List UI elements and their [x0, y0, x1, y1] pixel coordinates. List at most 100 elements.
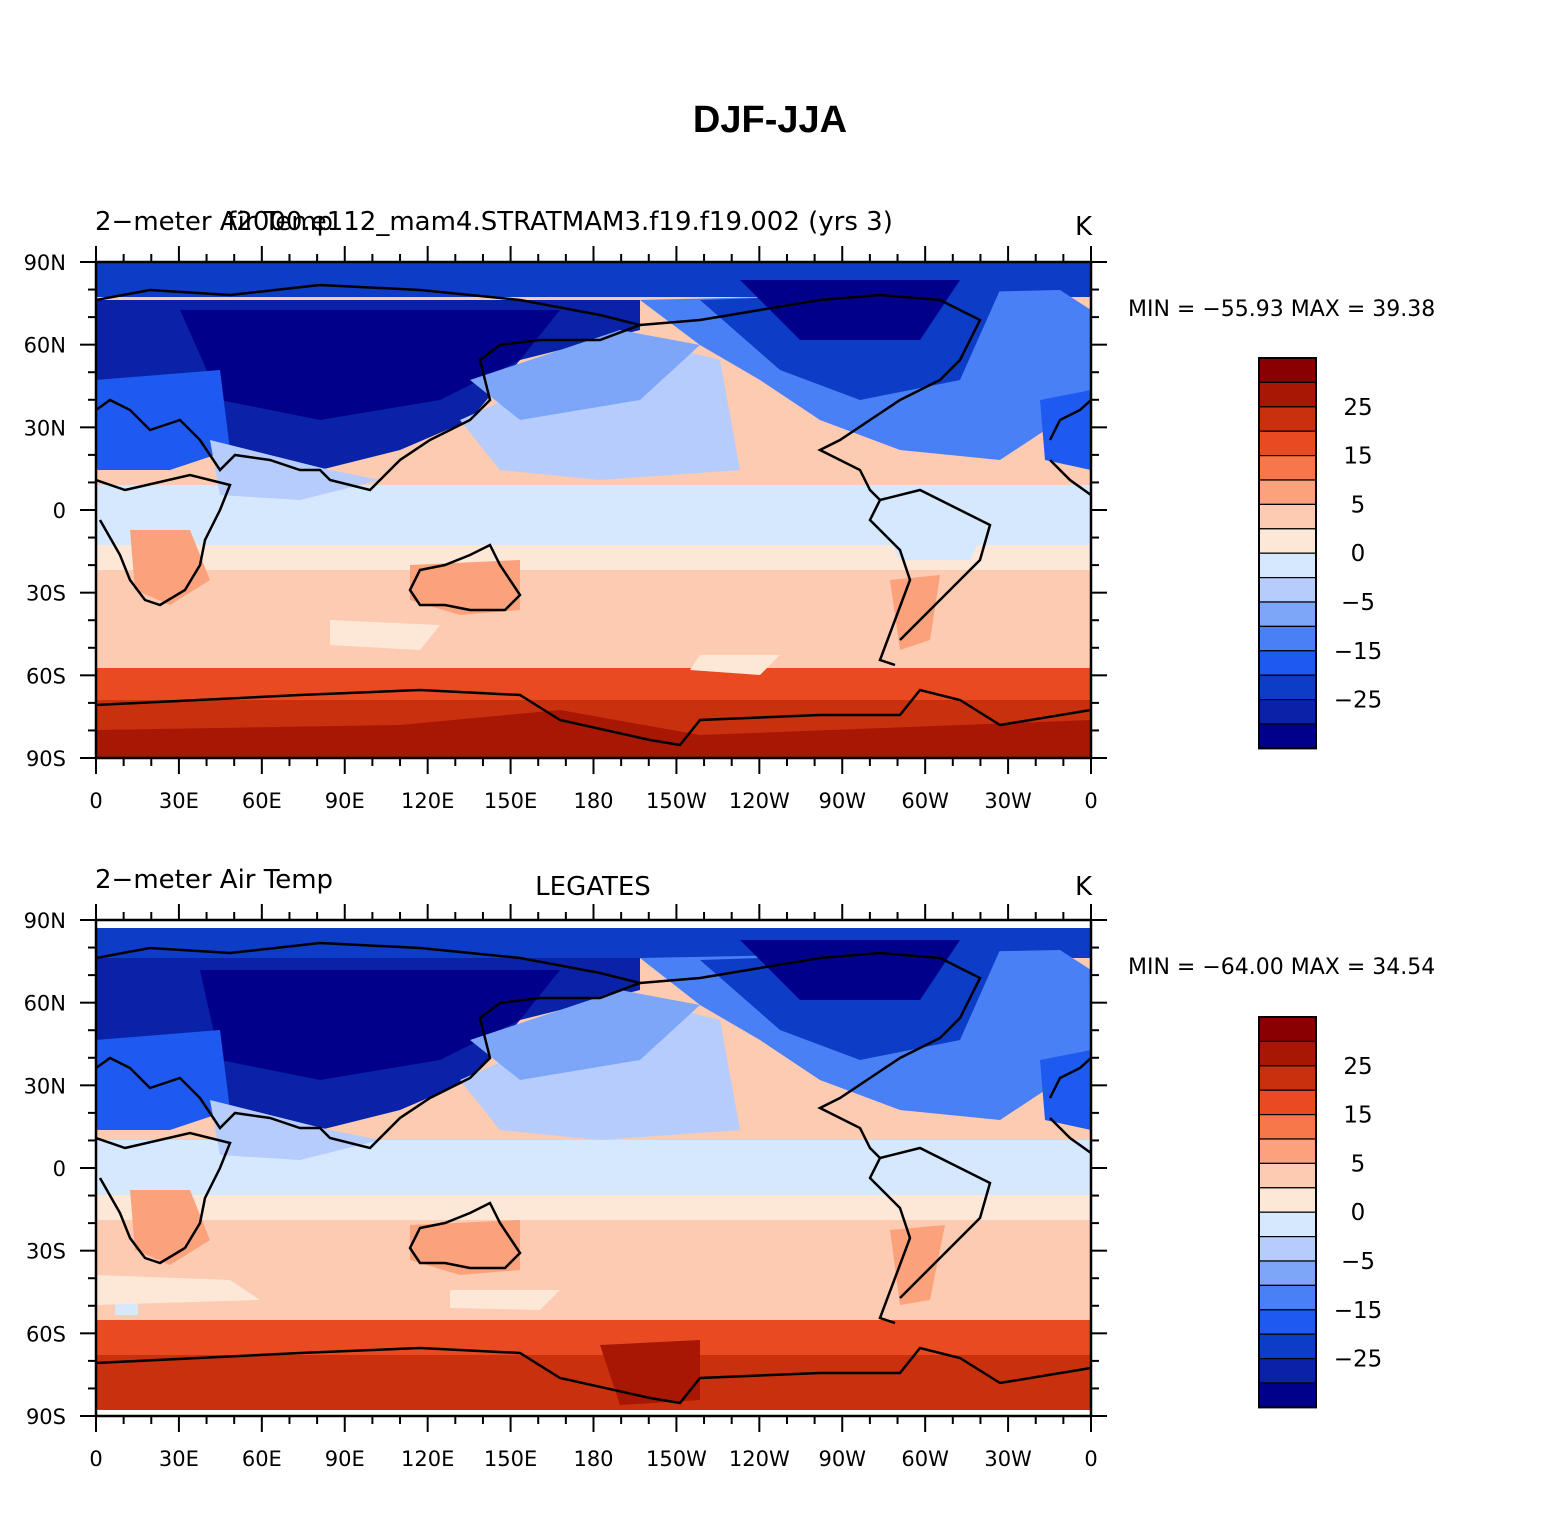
coastline-outline [96, 283, 1091, 747]
longitude-tick-label: 0 [1084, 789, 1097, 813]
latitude-tick-label: 60S [26, 664, 66, 688]
colorbar-box [1258, 1113, 1317, 1140]
colorbar-box [1258, 1333, 1317, 1360]
latitude-tick-label: 30S [26, 1240, 66, 1264]
latitude-tick-label: 30S [26, 582, 66, 606]
longitude-tick-label: 150E [484, 1447, 537, 1471]
latitude-tick-label: 30N [24, 1074, 66, 1098]
longitude-tick-label: 30W [984, 1447, 1032, 1471]
longitude-tick-label: 60W [901, 789, 949, 813]
colorbar-box [1258, 1382, 1317, 1408]
colorbar-box [1258, 723, 1317, 749]
temperature-field [96, 262, 1091, 758]
panel-min-max: MIN = −64.00 MAX = 34.54 [1128, 955, 1435, 980]
colorbar-box [1258, 1284, 1317, 1311]
axis-ticks [80, 246, 1107, 774]
longitude-tick-label: 90W [819, 789, 867, 813]
temperature-field [96, 920, 1091, 1416]
longitude-tick-label: 60E [242, 789, 282, 813]
colorbar-box [1258, 1260, 1317, 1286]
colorbar-box [1258, 1235, 1317, 1262]
axis-ticks [80, 904, 1107, 1432]
longitude-tick-label: 120W [729, 1447, 790, 1471]
colorbar-box [1258, 698, 1317, 725]
latitude-tick-labels: 90N 60N 30N 0 30S 60S 90S [24, 251, 66, 771]
longitude-tick-label: 150W [646, 789, 707, 813]
colorbar-label: −15 [1334, 1298, 1383, 1324]
longitude-tick-label: 60E [242, 1447, 282, 1471]
coastline-outline [96, 941, 1091, 1405]
colorbar-box [1258, 552, 1317, 579]
colorbar-label: −5 [1341, 590, 1375, 616]
colorbar-box [1258, 1309, 1317, 1335]
figure-title: DJF-JJA [693, 99, 847, 141]
panel-left-title: 2−meter Air Temp [95, 207, 333, 237]
colorbar-box [1258, 430, 1317, 457]
latitude-tick-label: 0 [53, 1157, 66, 1181]
panel-units: K [1075, 212, 1093, 242]
colorbar-label: 15 [1343, 1103, 1372, 1129]
panel-center-title: LEGATES [535, 872, 651, 902]
colorbar-box [1258, 1089, 1317, 1116]
colorbar-box [1258, 1016, 1317, 1042]
colorbar-box [1258, 479, 1317, 505]
colorbar-label: −25 [1334, 688, 1383, 714]
longitude-tick-label: 180 [573, 1447, 613, 1471]
latitude-tick-label: 0 [53, 499, 66, 523]
longitude-tick-labels: 0 30E 60E 90E 120E 150E 180 150W 120W 90W 60W 30W 0 [89, 1447, 1097, 1471]
colorbar-box [1258, 601, 1317, 627]
colorbar-label: −15 [1334, 639, 1383, 665]
colorbar: 25 15 5 0 −5 −15 −25 [1258, 357, 1383, 750]
longitude-tick-label: 60W [901, 1447, 949, 1471]
latitude-tick-labels: 90N 60N 30N 0 30S 60S 90S [24, 909, 66, 1429]
colorbar-box [1258, 1162, 1317, 1189]
colorbar-label: 25 [1343, 395, 1372, 421]
longitude-tick-label: 30E [159, 789, 199, 813]
colorbar-label: 15 [1343, 444, 1372, 470]
map-panel-model: 90N 60N 30N 0 30S 60S 90S 0 30E 60E 90E 120E 150E 18… [24, 207, 1436, 813]
longitude-tick-label: 120W [729, 789, 790, 813]
longitude-tick-label: 0 [89, 1447, 102, 1471]
colorbar-label: 0 [1351, 1200, 1366, 1226]
latitude-tick-label: 60S [26, 1322, 66, 1346]
longitude-tick-label: 0 [1084, 1447, 1097, 1471]
latitude-tick-label: 90S [26, 747, 66, 771]
longitude-tick-label: 90W [819, 1447, 867, 1471]
colorbar-box [1258, 576, 1317, 603]
colorbar-box [1258, 1138, 1317, 1164]
colorbar-label: 5 [1351, 1151, 1366, 1177]
latitude-tick-label: 60N [24, 992, 66, 1016]
colorbar-label: 5 [1351, 492, 1366, 518]
latitude-tick-label: 90N [24, 251, 66, 275]
colorbar-label: 0 [1351, 541, 1366, 567]
colorbar-box [1258, 1211, 1317, 1238]
longitude-tick-labels: 0 30E 60E 90E 120E 150E 180 150W 120W 90W 60W 30W 0 [89, 789, 1097, 813]
colorbar: 25 15 5 0 −5 −15 −25 [1258, 1016, 1383, 1409]
panel-left-title: 2−meter Air Temp [95, 865, 333, 895]
colorbar-box [1258, 625, 1317, 652]
colorbar-label: −25 [1334, 1347, 1383, 1373]
colorbar-box [1258, 674, 1317, 701]
longitude-tick-label: 30E [159, 1447, 199, 1471]
longitude-tick-label: 150W [646, 1447, 707, 1471]
colorbar-box [1258, 1187, 1317, 1213]
colorbar-box [1258, 381, 1317, 408]
longitude-tick-label: 30W [984, 789, 1032, 813]
panel-min-max: MIN = −55.93 MAX = 39.38 [1128, 297, 1435, 322]
longitude-tick-label: 180 [573, 789, 613, 813]
colorbar-box [1258, 503, 1317, 530]
panel-units: K [1075, 872, 1093, 902]
colorbar-box [1258, 528, 1317, 554]
longitude-tick-label: 90E [325, 1447, 365, 1471]
colorbar-box [1258, 406, 1317, 432]
colorbar-box [1258, 1040, 1317, 1067]
latitude-tick-label: 60N [24, 334, 66, 358]
longitude-tick-label: 0 [89, 789, 102, 813]
latitude-tick-label: 90N [24, 909, 66, 933]
colorbar-box [1258, 1357, 1317, 1384]
panel-center-title: f2000.e112_mam4.STRATMAM3.f19.f19.002 (y… [227, 207, 893, 237]
colorbar-label: 25 [1343, 1054, 1372, 1080]
map-panel-observation: 90N 60N 30N 0 30S 60S 90S 0 30E 60E 90E 120E 150E 18… [24, 865, 1436, 1471]
longitude-tick-label: 120E [401, 1447, 454, 1471]
